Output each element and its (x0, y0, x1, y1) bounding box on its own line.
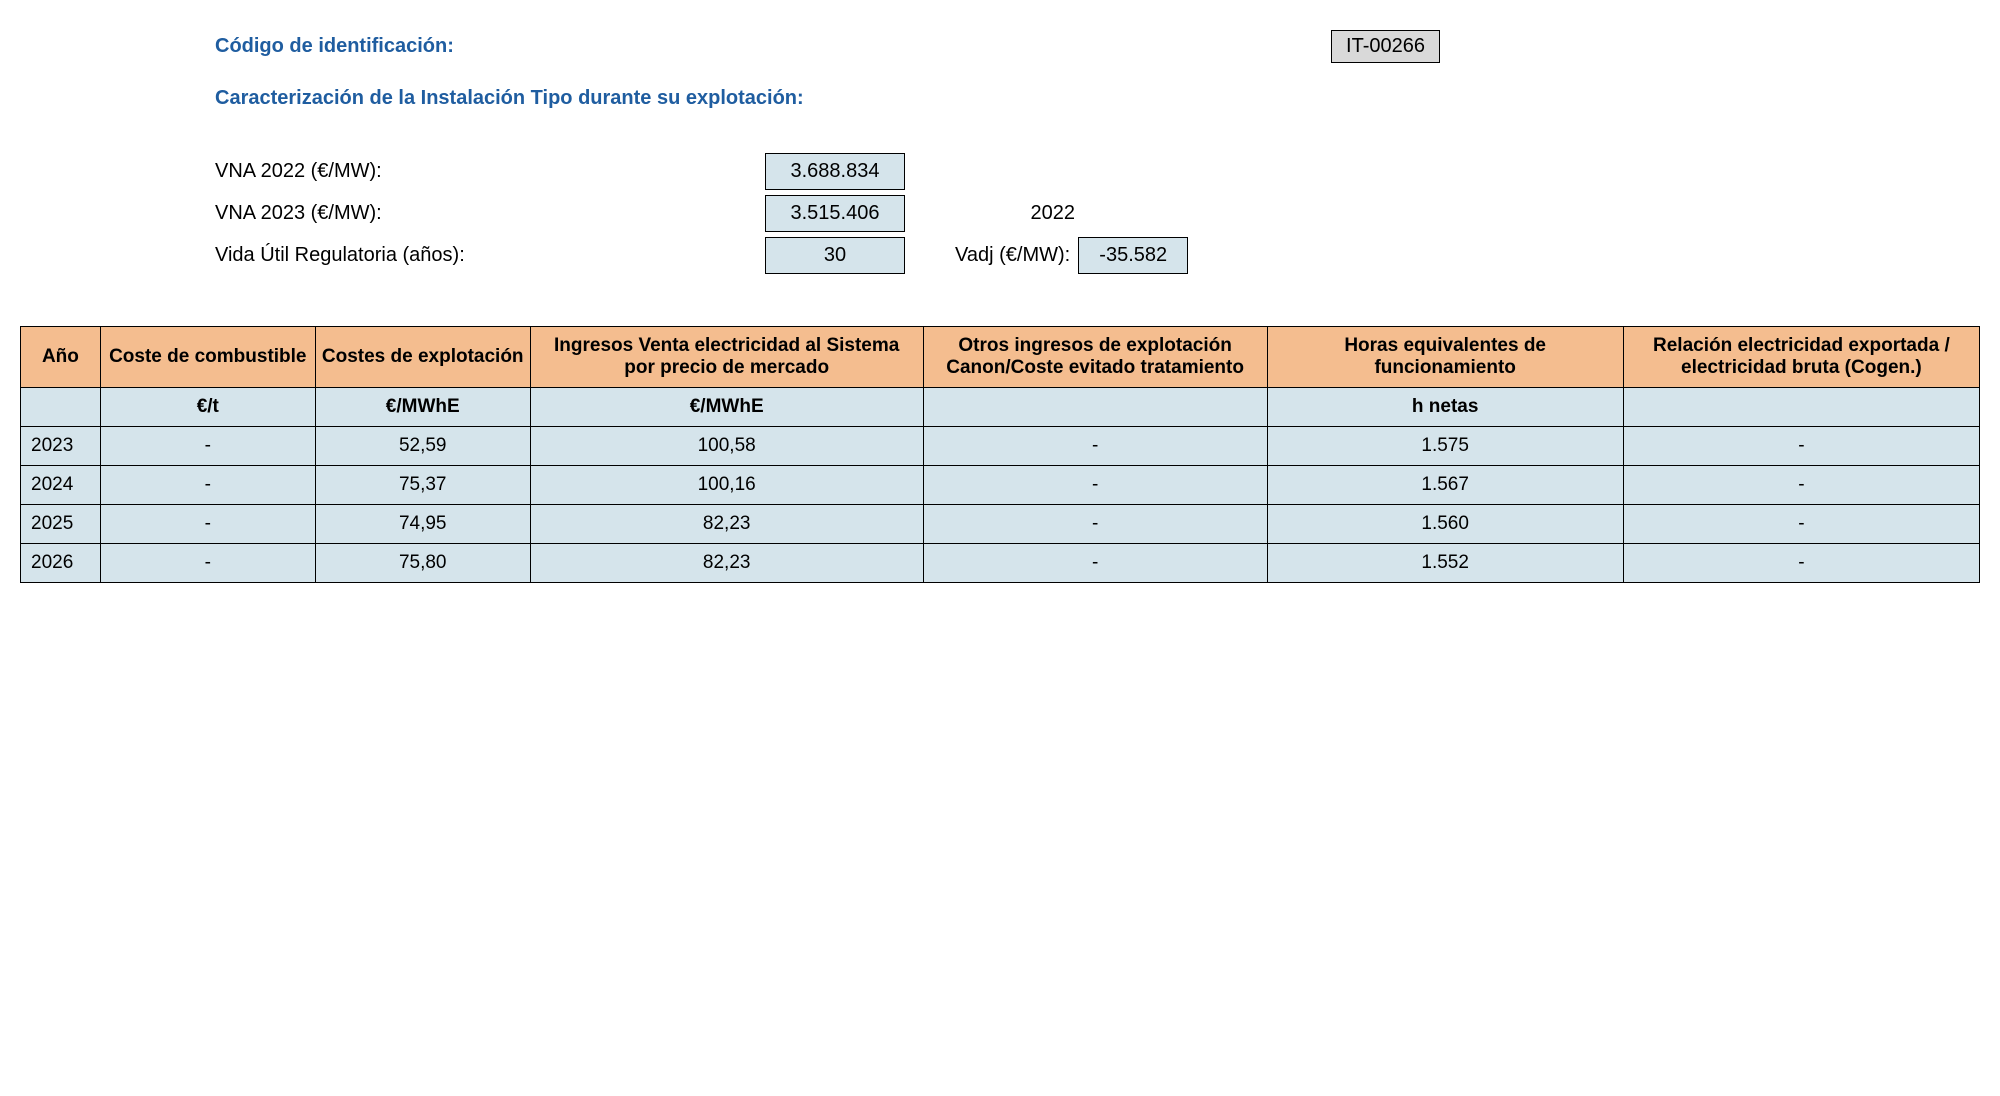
cell-costs: 52,59 (315, 427, 530, 466)
col-ratio-header: Relación electricidad exportada / electr… (1623, 327, 1979, 388)
cell-costs: 75,37 (315, 466, 530, 505)
vida-value: 30 (765, 237, 905, 274)
cell-year: 2025 (21, 505, 101, 544)
cell-year: 2023 (21, 427, 101, 466)
vna2022-value: 3.688.834 (765, 153, 905, 190)
cell-costs: 75,80 (315, 544, 530, 583)
unit-cell: €/MWhE (530, 388, 923, 427)
vna2023-row: VNA 2023 (€/MW): 3.515.406 2022 (215, 192, 1980, 234)
col-hours-header: Horas equivalentes de funcionamiento (1267, 327, 1623, 388)
unit-cell: €/MWhE (315, 388, 530, 427)
cell-hours: 1.575 (1267, 427, 1623, 466)
cell-hours: 1.560 (1267, 505, 1623, 544)
cell-hours: 1.567 (1267, 466, 1623, 505)
cell-ratio: - (1623, 544, 1979, 583)
cell-revenue: 82,23 (530, 544, 923, 583)
col-revenue-header: Ingresos Venta electricidad al Sistema p… (530, 327, 923, 388)
vadj-label: Vadj (€/MW): (955, 244, 1070, 267)
cell-fuel: - (100, 544, 315, 583)
vna2022-row: VNA 2022 (€/MW): 3.688.834 (215, 150, 1980, 192)
col-other-header: Otros ingresos de explotación Canon/Cost… (923, 327, 1267, 388)
cell-revenue: 100,16 (530, 466, 923, 505)
id-label: Código de identificación: (215, 35, 454, 58)
cell-other: - (923, 427, 1267, 466)
unit-cell: h netas (1267, 388, 1623, 427)
cell-fuel: - (100, 466, 315, 505)
vida-row: Vida Útil Regulatoria (años): 30 Vadj (€… (215, 234, 1980, 276)
cell-fuel: - (100, 427, 315, 466)
id-value-box: IT-00266 (1331, 30, 1440, 63)
params-block: VNA 2022 (€/MW): 3.688.834 VNA 2023 (€/M… (215, 150, 1980, 276)
table-head: Año Coste de combustible Costes de explo… (21, 327, 1980, 388)
vna2023-label: VNA 2023 (€/MW): (215, 202, 765, 225)
table-row: 2024 - 75,37 100,16 - 1.567 - (21, 466, 1980, 505)
data-table: Año Coste de combustible Costes de explo… (20, 326, 1980, 583)
table-row: 2025 - 74,95 82,23 - 1.560 - (21, 505, 1980, 544)
year-label: 2022 (905, 202, 1105, 225)
subtitle: Caracterización de la Instalación Tipo d… (215, 87, 1980, 110)
unit-cell (923, 388, 1267, 427)
cell-year: 2026 (21, 544, 101, 583)
cell-other: - (923, 505, 1267, 544)
cell-ratio: - (1623, 427, 1979, 466)
cell-hours: 1.552 (1267, 544, 1623, 583)
vida-label: Vida Útil Regulatoria (años): (215, 244, 765, 267)
col-costs-header: Costes de explotación (315, 327, 530, 388)
header-row: Año Coste de combustible Costes de explo… (21, 327, 1980, 388)
col-year-header: Año (21, 327, 101, 388)
cell-ratio: - (1623, 505, 1979, 544)
cell-year: 2024 (21, 466, 101, 505)
units-row: €/t €/MWhE €/MWhE h netas (21, 388, 1980, 427)
unit-cell: €/t (100, 388, 315, 427)
col-fuel-header: Coste de combustible (100, 327, 315, 388)
vna2022-label: VNA 2022 (€/MW): (215, 160, 765, 183)
unit-cell (1623, 388, 1979, 427)
header-section: Código de identificación: IT-00266 Carac… (215, 30, 1980, 110)
table-body: €/t €/MWhE €/MWhE h netas 2023 - 52,59 1… (21, 388, 1980, 583)
cell-revenue: 82,23 (530, 505, 923, 544)
table-row: 2023 - 52,59 100,58 - 1.575 - (21, 427, 1980, 466)
vna2023-value: 3.515.406 (765, 195, 905, 232)
unit-cell (21, 388, 101, 427)
id-row: Código de identificación: IT-00266 (215, 30, 1980, 63)
table-row: 2026 - 75,80 82,23 - 1.552 - (21, 544, 1980, 583)
cell-fuel: - (100, 505, 315, 544)
cell-costs: 74,95 (315, 505, 530, 544)
cell-revenue: 100,58 (530, 427, 923, 466)
cell-other: - (923, 544, 1267, 583)
vadj-value: -35.582 (1078, 237, 1188, 274)
cell-other: - (923, 466, 1267, 505)
cell-ratio: - (1623, 466, 1979, 505)
